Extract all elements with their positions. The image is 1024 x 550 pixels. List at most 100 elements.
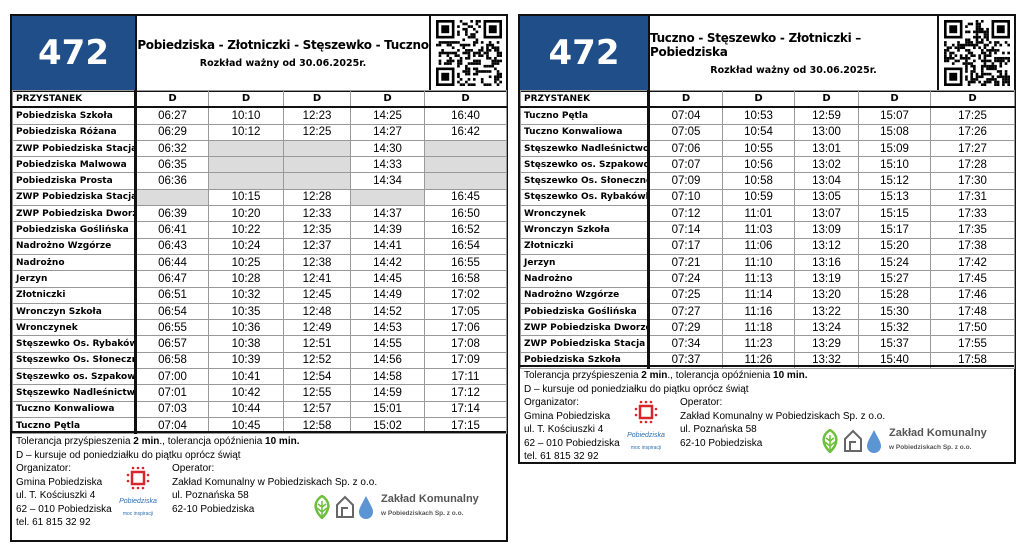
stop-name: Stęszewko Nadleśnictwo [12, 384, 137, 402]
departure-time: 15:27 [858, 270, 931, 288]
departure-time: 17:45 [930, 270, 1015, 288]
departure-time: 10:54 [722, 123, 795, 141]
stop-name: Tuczno Konwaliowa [520, 123, 650, 141]
departure-time: 15:09 [858, 139, 931, 158]
departure-time: 15:02 [350, 416, 425, 435]
course-header: D [794, 90, 859, 109]
table-row: Jerzyn 06:47 10:28 12:41 14:45 16:58 [12, 270, 507, 288]
table-header-row: PRZYSTANEK D D D D D [520, 90, 1015, 109]
table-row: ZWP Pobiedziska Stacja 06:32 14:30 [12, 139, 507, 158]
departure-time: 15:08 [858, 123, 931, 141]
departure-time: 14:34 [350, 172, 425, 190]
departure-time: 16:55 [424, 253, 507, 272]
departure-time: 17:50 [930, 319, 1015, 337]
departure-time: 17:28 [930, 156, 1015, 174]
timetable-header: 472 Pobiedziska - Złotniczki - Stęszewko… [12, 16, 506, 92]
departure-time: 07:25 [648, 286, 723, 304]
no-service-cell [283, 172, 351, 190]
departure-time: 10:24 [208, 237, 284, 255]
departure-time: 15:40 [858, 351, 931, 370]
departure-time: 13:19 [794, 270, 859, 288]
departure-time: 14:55 [350, 335, 425, 353]
departure-time: 14:49 [350, 286, 425, 304]
departure-time: 17:26 [930, 123, 1015, 141]
departure-time: 15:15 [858, 205, 931, 223]
table-row: Stęszewko os. Szpakowo 07:07 10:56 13:02 15:… [520, 156, 1015, 174]
stop-name: Złotniczki [12, 286, 137, 304]
departure-time: 12:25 [283, 123, 351, 141]
departure-time: 12:33 [283, 205, 351, 223]
departure-time: 07:27 [648, 302, 723, 321]
departure-time: 06:29 [135, 123, 209, 141]
timetable-panel-outbound: 472 Pobiedziska - Złotniczki - Stęszewko… [10, 14, 508, 542]
departure-time: 06:55 [135, 319, 209, 337]
departure-time: 17:09 [424, 351, 507, 370]
stop-name: Złotniczki [520, 237, 650, 255]
departure-time: 10:55 [722, 139, 795, 158]
departure-time: 17:30 [930, 172, 1015, 190]
departure-time: 06:32 [135, 139, 209, 158]
departure-time: 15:12 [858, 172, 931, 190]
timetable-panel-return: 472 Tuczno - Stęszewko - Złotniczki – Po… [518, 14, 1016, 464]
stop-name: Jerzyn [12, 270, 137, 288]
table-row: Stęszewko Os. Słoneczne 07:09 10:58 13:04 15… [520, 172, 1015, 190]
table-row: ZWP Pobiedziska Stacja 10:15 12:28 16:45 [12, 188, 507, 207]
departure-time: 12:28 [283, 188, 351, 207]
departure-time: 07:04 [648, 106, 723, 125]
table-row: Nadrożno Wzgórze 06:43 10:24 12:37 14:41 16:5… [12, 237, 507, 255]
departure-time: 10:35 [208, 302, 284, 321]
departure-time: 10:32 [208, 286, 284, 304]
departure-time: 07:37 [648, 351, 723, 370]
table-row: Stęszewko Nadleśnictwo 07:01 10:42 12:55 14:… [12, 384, 507, 402]
route-title: Pobiedziska - Złotniczki - Stęszewko - T… [137, 16, 431, 90]
departure-time: 17:05 [424, 302, 507, 321]
departure-time: 15:28 [858, 286, 931, 304]
departure-time: 16:40 [424, 106, 507, 125]
departure-time: 10:22 [208, 221, 284, 239]
table-row: Stęszewko Os. Rybakówka 07:10 10:59 13:05 15… [520, 188, 1015, 207]
departure-time: 17:25 [930, 106, 1015, 125]
organizer-info: Organizator: Gmina Pobiedziska ul. T. Ko… [524, 397, 620, 462]
stop-name: Wronczyn Szkoła [12, 302, 137, 321]
departure-time: 17:48 [930, 302, 1015, 321]
operator-info: Operator: Zakład Komunalny w Pobiedziska… [172, 463, 378, 515]
stop-name: ZWP Pobiedziska Stacja [12, 188, 137, 207]
departure-time: 12:57 [283, 400, 351, 418]
departure-time: 06:58 [135, 351, 209, 370]
stop-name: Tuczno Pętla [520, 106, 650, 125]
stop-name: Stęszewko os. Szpakowo [520, 156, 650, 174]
timetable-footer: Tolerancja przyśpieszenia 2 min., tolera… [520, 365, 1014, 462]
departure-time: 14:45 [350, 270, 425, 288]
departure-time: 17:31 [930, 188, 1015, 207]
departure-time: 11:23 [722, 335, 795, 353]
departure-time: 07:01 [135, 384, 209, 402]
stop-name: Wronczyn Szkoła [520, 221, 650, 239]
departure-time: 15:20 [858, 237, 931, 255]
stop-name: Nadrożno [12, 253, 137, 272]
departure-time: 11:10 [722, 253, 795, 272]
departure-time: 10:12 [208, 123, 284, 141]
departure-time: 16:42 [424, 123, 507, 141]
timetable-footer: Tolerancja przyśpieszenia 2 min., tolera… [12, 431, 506, 540]
table-row: Pobiedziska Różana 06:29 10:12 12:25 14:27 16… [12, 123, 507, 141]
departure-time: 15:07 [858, 106, 931, 125]
departure-time: 14:52 [350, 302, 425, 321]
departure-time: 10:15 [208, 188, 284, 207]
stop-name: ZWP Pobiedziska Stacja [520, 335, 650, 353]
departure-time: 12:58 [283, 416, 351, 435]
departure-time: 07:17 [648, 237, 723, 255]
departure-time: 07:09 [648, 172, 723, 190]
table-row: Złotniczki 06:51 10:32 12:45 14:49 17:02 [12, 286, 507, 304]
departure-time: 10:42 [208, 384, 284, 402]
stop-name: Pobiedziska Szkoła [12, 106, 137, 125]
departure-time: 15:17 [858, 221, 931, 239]
timetable-table: PRZYSTANEK D D D D D Pobiedziska Szkoła 06:27 10… [12, 90, 507, 435]
departure-time: 14:27 [350, 123, 425, 141]
departure-time: 16:50 [424, 205, 507, 223]
departure-time: 06:47 [135, 270, 209, 288]
departure-time: 06:51 [135, 286, 209, 304]
table-row: Stęszewko Os. Słoneczne 06:58 10:39 12:52 14… [12, 351, 507, 370]
departure-time: 10:44 [208, 400, 284, 418]
departure-time: 17:46 [930, 286, 1015, 304]
departure-time: 07:03 [135, 400, 209, 418]
